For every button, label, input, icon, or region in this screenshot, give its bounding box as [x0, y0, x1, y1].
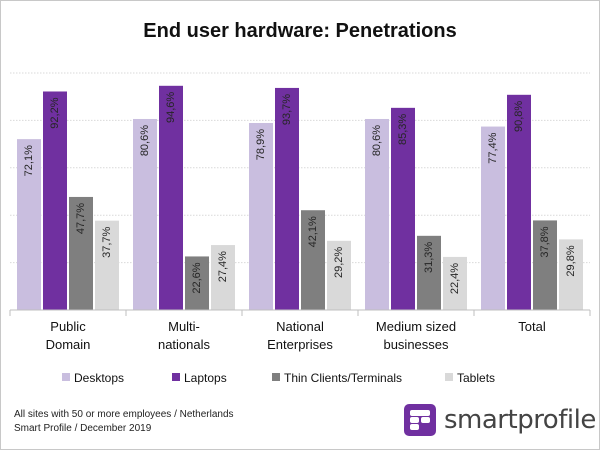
- bar-chart: 72,1% 80,6% 78,9% 80,6% 77,4% 92,2% 94,6% 93,7%…: [9, 72, 591, 385]
- data-label: 94,6%: [165, 92, 177, 123]
- legend-swatch: [62, 373, 70, 381]
- category-label: Total: [518, 319, 546, 334]
- data-label: 72,1%: [23, 145, 35, 176]
- data-label: 37,8%: [539, 226, 551, 257]
- bar-tablets: [95, 220, 119, 310]
- category-label: Medium sized: [376, 319, 456, 334]
- data-label: 90,8%: [513, 101, 525, 132]
- category-label: Enterprises: [267, 337, 333, 352]
- legend-label: Desktops: [74, 371, 124, 385]
- bar-laptops: [159, 85, 183, 310]
- data-label: 42,1%: [307, 216, 319, 247]
- logo-text: smartprofile: [444, 405, 596, 435]
- data-label: 78,9%: [255, 129, 267, 160]
- bar-laptops: [391, 107, 415, 311]
- data-label: 29,8%: [565, 245, 577, 276]
- bar-tablets: [443, 256, 467, 310]
- category-label: Public: [50, 319, 86, 334]
- legend-swatch: [272, 373, 280, 381]
- bar-thin-clients-terminals: [533, 220, 557, 310]
- bar-desktops: [133, 118, 157, 310]
- data-label: 47,7%: [75, 203, 87, 234]
- footer-note: All sites with 50 or more employees / Ne…: [14, 408, 234, 436]
- smartprofile-logo: smartprofile: [404, 404, 596, 436]
- bar-tablets: [211, 245, 235, 310]
- bar-laptops: [507, 94, 531, 310]
- bar-desktops: [249, 123, 273, 310]
- legend-swatch: [172, 373, 180, 381]
- chart-title: End user hardware: Penetrations: [143, 20, 457, 42]
- footer-line-1: All sites with 50 or more employees / Ne…: [14, 409, 234, 420]
- data-label: 80,6%: [371, 125, 383, 156]
- category-label: businesses: [383, 337, 449, 352]
- bar-thin-clients-terminals: [185, 256, 209, 310]
- bar-laptops: [43, 91, 67, 311]
- data-label: 31,3%: [423, 242, 435, 273]
- data-label: 27,4%: [217, 251, 229, 282]
- data-label: 22,6%: [191, 262, 203, 293]
- bar-thin-clients-terminals: [301, 210, 325, 310]
- category-label: National: [276, 319, 324, 334]
- category-label: Domain: [46, 337, 91, 352]
- data-label: 80,6%: [139, 125, 151, 156]
- data-label: 77,4%: [487, 132, 499, 163]
- legend-swatch: [445, 373, 453, 381]
- bar-desktops: [17, 139, 41, 310]
- bar-desktops: [481, 126, 505, 310]
- bar-tablets: [559, 239, 583, 310]
- bar-desktops: [365, 118, 389, 310]
- bar-tablets: [327, 240, 351, 310]
- data-label: 22,4%: [449, 263, 461, 294]
- category-label: nationals: [158, 337, 211, 352]
- legend-label: Tablets: [457, 371, 495, 385]
- bar-thin-clients-terminals: [417, 235, 441, 310]
- bar-thin-clients-terminals: [69, 196, 93, 310]
- category-label: Multi-: [168, 319, 200, 334]
- footer-line-2: Smart Profile / December 2019: [14, 423, 152, 434]
- data-label: 92,2%: [49, 97, 61, 128]
- data-label: 37,7%: [101, 226, 113, 257]
- legend-label: Laptops: [184, 371, 227, 385]
- legend-label: Thin Clients/Terminals: [284, 371, 402, 385]
- data-label: 29,2%: [333, 247, 345, 278]
- data-label: 93,7%: [281, 94, 293, 125]
- bar-laptops: [275, 87, 299, 310]
- data-label: 85,3%: [397, 114, 409, 145]
- smartprofile-logo-icon: [404, 404, 436, 436]
